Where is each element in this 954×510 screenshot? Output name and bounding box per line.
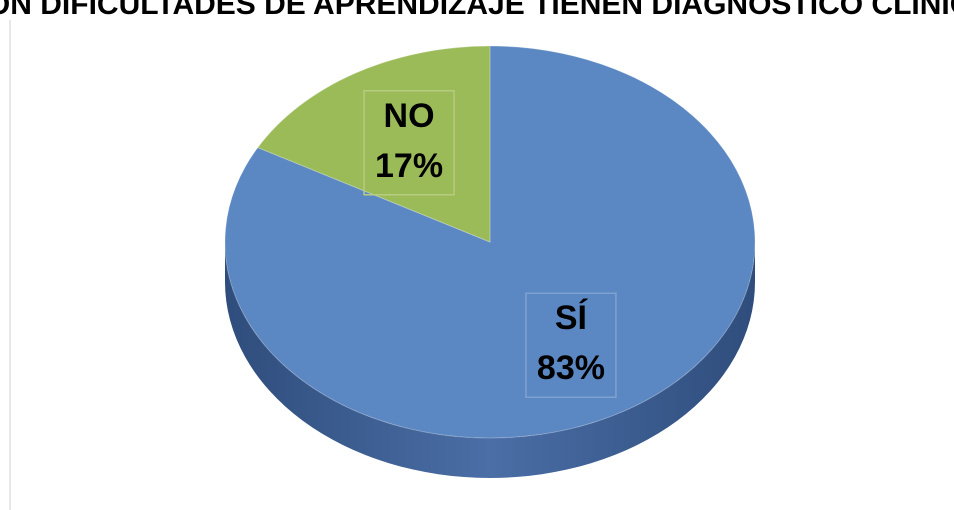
label-box (363, 90, 455, 196)
slice-value-label: 83% (537, 349, 605, 387)
pie-slice (224, 45, 756, 439)
slice-category: SÍ (555, 299, 589, 337)
pie-side (225, 242, 755, 478)
pie: SÍ 83% NO 17% (224, 45, 756, 478)
slice-category: NO (384, 97, 435, 135)
slice-value-label: 17% (375, 147, 443, 185)
pie-slice (256, 45, 491, 243)
chart-title: CON DIFICULTADES DE APRENDIZAJE TIENEN D… (0, 0, 954, 21)
label-box (525, 292, 617, 398)
